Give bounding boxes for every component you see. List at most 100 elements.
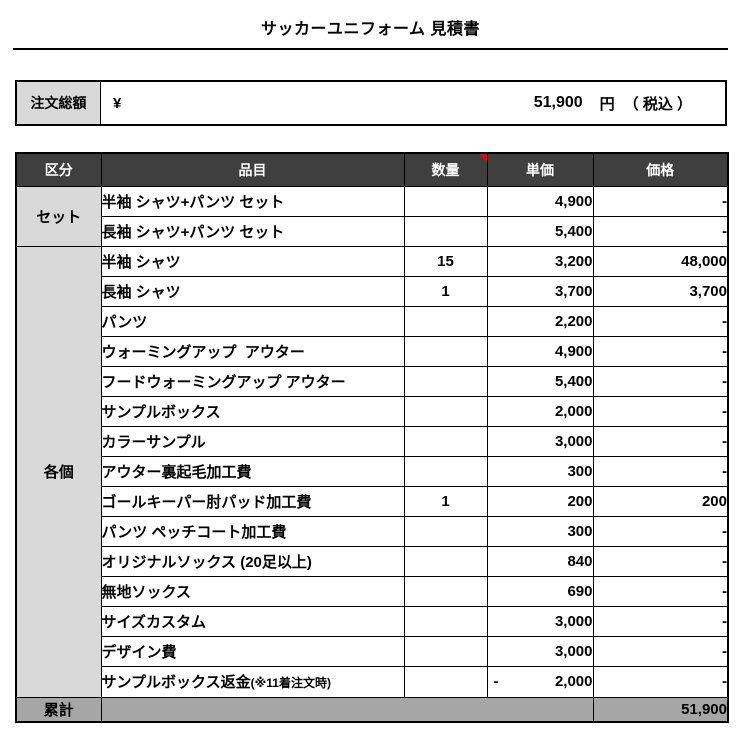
unit-price-cell: 3,000 [486,635,594,667]
item-cell: サイズカスタム [100,605,405,637]
unit-price-cell: 690 [486,575,594,607]
table-row: サンプルボックス 2,000- [16,395,729,427]
price-cell: - [592,635,729,667]
quantity-cell: 15 [403,245,488,277]
quantity-cell [403,335,488,367]
item-cell: パンツ [100,305,405,337]
order-total-unit: 円 [599,95,615,113]
order-total-box: 注文総額 ¥ 51,900 円 （ 税込 ） [15,80,727,126]
quantity-cell [403,305,488,337]
quantity-cell [403,185,488,217]
currency-symbol: ¥ [113,94,122,112]
price-cell: - [592,185,729,217]
item-label: 長袖 シャツ+パンツ セット [101,223,285,241]
quantity-cell [403,395,488,427]
header-unit-price: 単価 [486,152,594,187]
unit-price-cell: 4,900 [486,335,594,367]
unit-price-cell: 2,200 [486,305,594,337]
table-row: 長袖 シャツ+パンツ セット 5,400- [16,215,729,247]
table-row: オリジナルソックス (20足以上) 840- [16,545,729,577]
item-label: サンプルボックス返金 [101,674,251,691]
item-label: アウター裏起毛加工費 [101,463,252,481]
table-row: アウター裏起毛加工費 300- [16,455,729,487]
item-label: カラーサンプル [101,433,206,451]
unit-price-cell: 300 [486,455,594,487]
header-quantity-label: 数量 [431,161,460,178]
header-quantity: 数量 [403,152,488,187]
table-header: 区分 品目 数量 単価 価格 [15,152,729,187]
price-cell: - [592,515,729,547]
price-cell: - [592,215,729,247]
order-total-label: 注文総額 [17,82,101,124]
price-cell: - [592,605,729,637]
quantity-cell [403,635,488,667]
table-row: 各個 半袖 シャツ 15 3,200 48,000 [15,245,729,698]
quantity-cell [403,515,488,547]
price-cell: - [592,455,729,487]
price-cell: 3,700 [592,275,729,307]
item-cell: サンプルボックス [100,395,405,427]
item-cell: サンプルボックス返金(※11着注文時) [100,665,405,698]
price-cell: - [592,425,729,457]
item-label: 長袖 シャツ [101,283,181,301]
item-cell: 長袖 シャツ+パンツ セット [100,215,405,247]
minus-sign: - [493,673,499,690]
category-cell: セット [15,185,102,247]
price-cell: - [592,305,729,337]
footer-label-cell: 累計 [15,696,102,723]
item-label: ゴールキーパー肘パッド加工費 [101,493,312,511]
item-label: パンツ ペッチコート加工費 [101,523,287,541]
unit-price-cell: 3,700 [486,275,594,307]
item-cell: ゴールキーパー肘パッド加工費 [100,485,405,517]
unit-price-value: 2,000 [554,673,593,690]
table-row: フードウォーミングアップ アウター 5,400- [16,365,729,397]
quantity-cell [403,545,488,577]
table-row: パンツ ペッチコート加工費 300- [16,515,729,547]
item-cell: フードウォーミングアップ アウター [100,365,405,397]
table-row: 長袖 シャツ 1 3,700 3,700 [16,275,729,307]
unit-price-cell: 3,200 [486,245,594,277]
title-underline [13,48,728,50]
table-header-row: 区分 品目 数量 単価 価格 [15,152,729,187]
table-row: ウォーミングアップ アウター 4,900- [16,335,729,367]
quantity-cell: 1 [403,275,488,307]
quantity-cell [403,215,488,247]
quantity-cell: 1 [403,485,488,517]
header-category: 区分 [15,152,102,187]
item-cell: デザイン費 [100,635,405,667]
table-footer-row: 累計 51,900 [15,696,729,723]
header-item: 品目 [100,152,405,187]
table-row: サンプルボックス返金(※11着注文時) -2,000- [16,665,729,698]
order-total-content: ¥ 51,900 円 （ 税込 ） [101,82,725,124]
item-cell: ウォーミングアップ アウター [100,335,405,367]
item-cell: 半袖 シャツ+パンツ セット [100,185,405,217]
price-cell: - [592,575,729,607]
item-label: ウォーミングアップ アウター [101,343,305,361]
order-total-amount: 51,900 [533,94,583,111]
unit-price-cell: 5,400 [486,215,594,247]
quantity-cell [403,605,488,637]
item-cell: オリジナルソックス (20足以上) [100,545,405,577]
table-row: パンツ 2,200- [16,305,729,337]
price-cell: - [592,395,729,427]
price-cell: - [592,545,729,577]
item-label: オリジナルソックス (20足以上) [101,553,312,571]
unit-price-cell: 840 [486,545,594,577]
item-label: フードウォーミングアップ アウター [101,373,346,391]
unit-price-cell: 3,000 [486,425,594,457]
item-note: (※11着注文時) [250,676,331,690]
item-cell: パンツ ペッチコート加工費 [100,515,405,547]
unit-price-cell: 2,000 [486,395,594,427]
item-label: サイズカスタム [101,613,207,631]
item-cell: 無地ソックス [100,575,405,607]
unit-price-cell: 4,900 [486,185,594,217]
table-row: デザイン費 3,000- [16,635,729,667]
quantity-cell [403,425,488,457]
unit-price-cell: 5,400 [486,365,594,397]
quotation-table: 区分 品目 数量 単価 価格 セット 半袖 シャツ+パンツ セット 4,900- 長袖… [15,152,729,723]
item-cell: 長袖 シャツ [100,275,405,307]
price-cell: - [592,365,729,397]
table-row: ゴールキーパー肘パッド加工費 1 200 200 [16,485,729,517]
item-label: デザイン費 [101,643,177,661]
